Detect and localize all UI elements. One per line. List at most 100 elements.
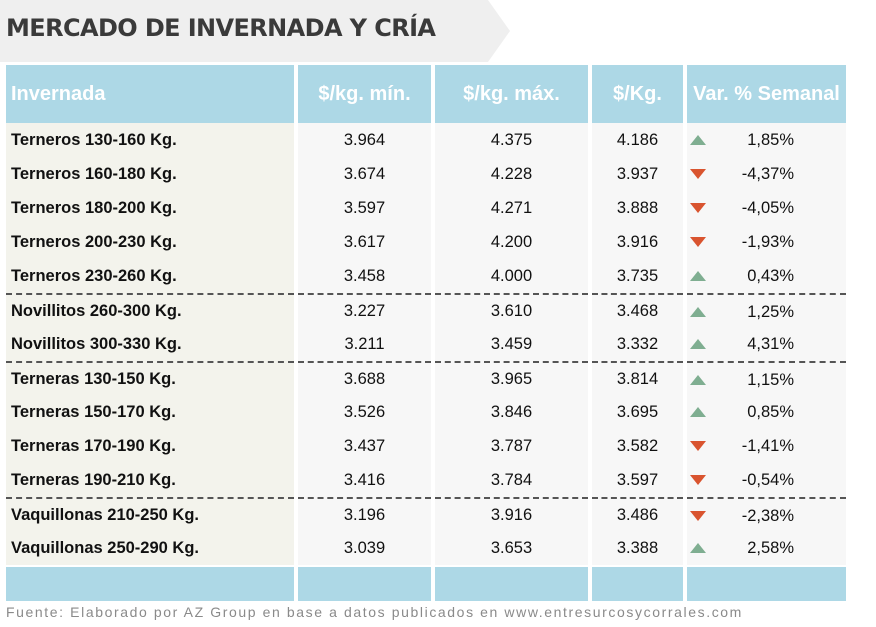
row-category: Terneras 150-170 Kg. (6, 395, 294, 429)
row-min-price: 3.039 (298, 531, 431, 565)
row-min-price: 3.437 (298, 429, 431, 463)
table-footer-cell (435, 567, 588, 601)
row-avg-price: 3.388 (592, 531, 683, 565)
row-category: Novillitos 260-300 Kg. (6, 293, 294, 327)
row-weekly-change: -4,05% (687, 191, 846, 225)
trend-down-icon (690, 475, 706, 485)
row-max-price: 4.375 (435, 123, 588, 157)
row-max-price: 3.916 (435, 497, 588, 531)
change-value: 1,25% (747, 303, 794, 321)
change-value: -2,38% (741, 507, 794, 525)
trend-up-icon (690, 271, 706, 281)
row-category: Terneras 170-190 Kg. (6, 429, 294, 463)
table-footer-cell (592, 567, 683, 601)
row-max-price: 3.787 (435, 429, 588, 463)
row-weekly-change: -0,54% (687, 463, 846, 497)
row-avg-price: 3.916 (592, 225, 683, 259)
row-max-price: 3.784 (435, 463, 588, 497)
row-min-price: 3.688 (298, 361, 431, 395)
row-avg-price: 3.332 (592, 327, 683, 361)
change-value: 0,85% (747, 403, 794, 421)
row-avg-price: 4.186 (592, 123, 683, 157)
row-category: Terneros 180-200 Kg. (6, 191, 294, 225)
row-min-price: 3.211 (298, 327, 431, 361)
row-weekly-change: -1,41% (687, 429, 846, 463)
row-max-price: 3.846 (435, 395, 588, 429)
row-weekly-change: 1,25% (687, 293, 846, 327)
row-min-price: 3.227 (298, 293, 431, 327)
row-weekly-change: 4,31% (687, 327, 846, 361)
row-avg-price: 3.888 (592, 191, 683, 225)
change-value: -4,05% (741, 199, 794, 217)
row-min-price: 3.526 (298, 395, 431, 429)
row-min-price: 3.196 (298, 497, 431, 531)
row-max-price: 3.965 (435, 361, 588, 395)
row-max-price: 4.200 (435, 225, 588, 259)
header-min-price: $/kg. mín. (298, 65, 431, 123)
trend-down-icon (690, 441, 706, 451)
row-avg-price: 3.486 (592, 497, 683, 531)
row-weekly-change: 0,43% (687, 259, 846, 293)
trend-up-icon (690, 307, 706, 317)
row-category: Terneras 190-210 Kg. (6, 463, 294, 497)
trend-down-icon (690, 237, 706, 247)
page-title: MERCADO DE INVERNADA Y CRÍA (6, 14, 436, 42)
change-value: 0,43% (747, 267, 794, 285)
row-weekly-change: 1,85% (687, 123, 846, 157)
change-value: -1,41% (741, 437, 794, 455)
trend-down-icon (690, 169, 706, 179)
row-min-price: 3.458 (298, 259, 431, 293)
change-value: 1,85% (747, 131, 794, 149)
row-avg-price: 3.582 (592, 429, 683, 463)
table-footer-cell (298, 567, 431, 601)
change-value: -0,54% (741, 471, 794, 489)
row-category: Vaquillonas 210-250 Kg. (6, 497, 294, 531)
row-weekly-change: -1,93% (687, 225, 846, 259)
trend-up-icon (690, 339, 706, 349)
row-min-price: 3.617 (298, 225, 431, 259)
row-avg-price: 3.468 (592, 293, 683, 327)
header-category: Invernada (6, 65, 294, 123)
table-footer-cell (687, 567, 846, 601)
title-banner: MERCADO DE INVERNADA Y CRÍA (0, 0, 510, 62)
trend-down-icon (690, 511, 706, 521)
row-weekly-change: 0,85% (687, 395, 846, 429)
row-category: Terneras 130-150 Kg. (6, 361, 294, 395)
row-category: Novillitos 300-330 Kg. (6, 327, 294, 361)
trend-up-icon (690, 375, 706, 385)
row-category: Terneros 230-260 Kg. (6, 259, 294, 293)
row-max-price: 3.653 (435, 531, 588, 565)
change-value: -4,37% (741, 165, 794, 183)
row-category: Terneros 160-180 Kg. (6, 157, 294, 191)
trend-up-icon (690, 135, 706, 145)
row-weekly-change: -2,38% (687, 497, 846, 531)
row-avg-price: 3.597 (592, 463, 683, 497)
row-avg-price: 3.937 (592, 157, 683, 191)
row-min-price: 3.964 (298, 123, 431, 157)
change-value: 2,58% (747, 539, 794, 557)
row-max-price: 3.459 (435, 327, 588, 361)
row-avg-price: 3.735 (592, 259, 683, 293)
header-weekly-change: Var. % Semanal (687, 65, 846, 123)
row-weekly-change: -4,37% (687, 157, 846, 191)
header-avg-price: $/Kg. (592, 65, 683, 123)
row-max-price: 3.610 (435, 293, 588, 327)
table-footer-cell (6, 567, 294, 601)
row-max-price: 4.271 (435, 191, 588, 225)
row-category: Terneros 130-160 Kg. (6, 123, 294, 157)
trend-down-icon (690, 203, 706, 213)
row-category: Terneros 200-230 Kg. (6, 225, 294, 259)
trend-up-icon (690, 543, 706, 553)
header-max-price: $/kg. máx. (435, 65, 588, 123)
row-avg-price: 3.695 (592, 395, 683, 429)
row-min-price: 3.416 (298, 463, 431, 497)
row-weekly-change: 2,58% (687, 531, 846, 565)
row-avg-price: 3.814 (592, 361, 683, 395)
source-note: Fuente: Elaborado por AZ Group en base a… (6, 604, 743, 620)
row-min-price: 3.597 (298, 191, 431, 225)
banner-shape (0, 0, 510, 62)
change-value: -1,93% (741, 233, 794, 251)
row-min-price: 3.674 (298, 157, 431, 191)
row-weekly-change: 1,15% (687, 361, 846, 395)
change-value: 1,15% (747, 371, 794, 389)
